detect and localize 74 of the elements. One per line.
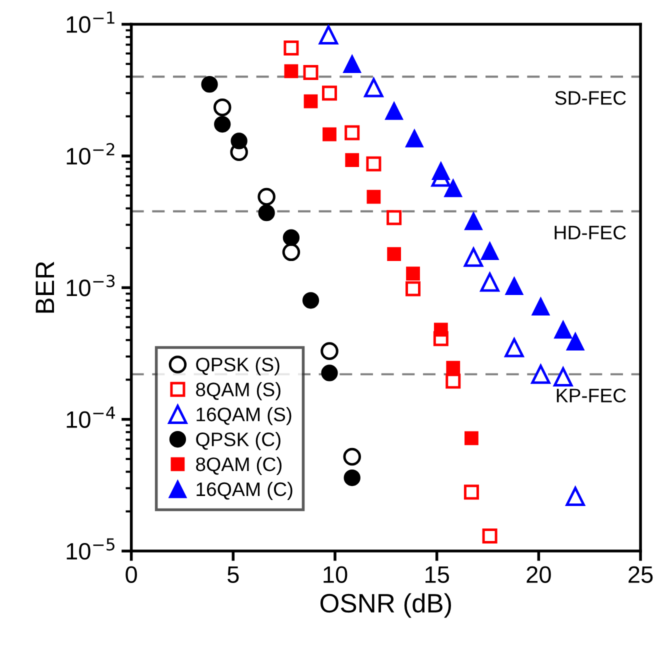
x-tick-label: 25 [628,566,653,583]
point [214,116,231,133]
point [366,190,381,204]
point [432,162,450,180]
point [304,94,318,108]
point [344,469,360,486]
point [406,266,420,280]
point [464,431,478,446]
x-tick-label: 10 [324,566,348,583]
point [343,54,362,73]
point [405,129,424,148]
legend-label: 16QAM (C) [196,482,292,500]
point [322,86,337,101]
point [302,292,320,309]
point [386,210,402,226]
ref-line-label: HD-FEC [554,226,626,240]
ref-line-label: KP-FEC [556,388,626,402]
point [554,367,573,386]
point [284,64,298,78]
point [230,132,248,150]
point [201,76,218,93]
point [406,281,421,296]
point [566,332,584,351]
y-tick-label: 10$^{−1}$ [66,12,114,33]
point [258,204,275,222]
point [446,374,461,389]
point [385,102,404,120]
point [464,212,483,230]
point [282,229,300,246]
point [504,338,524,358]
x-tick-label: 20 [526,566,551,583]
x-tick-label: 5 [228,566,239,583]
point [532,297,550,316]
x-tick-label: 15 [426,566,449,583]
point [444,179,462,198]
legend-label: QPSK (C) [196,432,280,450]
point [258,188,276,206]
y-tick-label: 10$^{−4}$ [66,406,115,428]
point [322,127,336,142]
x-tick-label: 0 [126,566,137,583]
point [321,364,338,382]
point [387,247,402,261]
point [344,125,360,140]
point [434,322,448,337]
point [505,276,524,295]
y-tick-label: 10$^{−5}$ [66,538,114,560]
y-tick-label: 10$^{−2}$ [66,143,114,165]
point [480,272,500,292]
legend-label: QPSK (S) [196,357,280,376]
point [213,98,232,116]
point [345,153,360,168]
ref-line-label: SD-FEC [555,91,626,105]
point [446,360,460,375]
point [366,156,382,172]
legend-label: 8QAM (S) [196,382,280,400]
point [318,25,338,45]
point [284,40,299,56]
point [343,448,361,466]
point [480,242,499,260]
point [531,364,550,384]
point [464,248,484,267]
point [320,342,338,360]
point [282,243,300,262]
legend-label: 8QAM (C) [196,456,282,476]
point [566,486,585,506]
point [482,528,498,544]
point [364,78,384,98]
legend-label: 16QAM (S) [196,407,292,426]
x-axis-title: OSNR (dB) [320,593,451,618]
y-axis-title: BER [36,262,54,313]
point [554,320,572,339]
point [303,65,318,80]
point [464,484,479,500]
y-tick-label: 10$^{−3}$ [66,274,115,296]
